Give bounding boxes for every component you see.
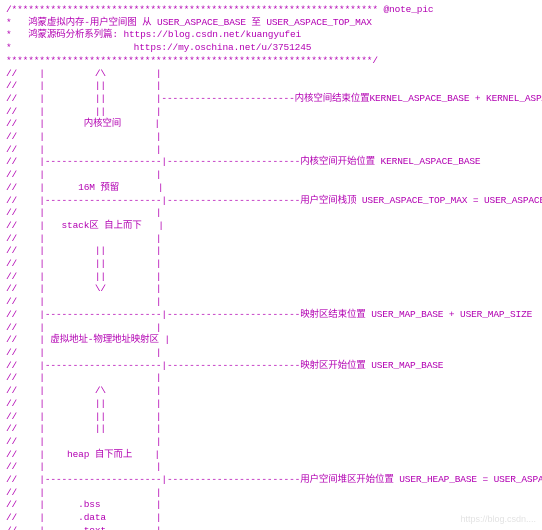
diagram-row: // | /\ | (6, 385, 161, 396)
diagram-row: // | 内核空间 | (6, 118, 160, 129)
diagram-row: // | || | (6, 271, 161, 282)
diagram-row: // | || | (6, 423, 161, 434)
diagram-row: // | || | (6, 245, 161, 256)
diagram-row: // | | (6, 131, 161, 142)
diagram-row: // | | (6, 461, 161, 472)
diagram-row: // | .text | (6, 525, 161, 530)
diagram-row: // | \/ | (6, 283, 161, 294)
diagram-row: // | | (6, 487, 161, 498)
diagram-row: // | | (6, 372, 161, 383)
diagram-row: // | || | (6, 80, 161, 91)
hdr-line: * 鸿蒙虚拟内存-用户空间图 从 USER_ASPACE_BASE 至 USER… (6, 17, 372, 28)
diagram-row: // | | (6, 169, 161, 180)
diagram-row: // |---------------------|--------------… (6, 309, 532, 320)
diagram-row: // | .data | (6, 512, 161, 523)
source-view: /***************************************… (0, 0, 542, 530)
diagram-row: // | | (6, 296, 161, 307)
diagram-row: // |---------------------|--------------… (6, 195, 542, 206)
hdr-line: /***************************************… (6, 4, 433, 15)
hdr-line: * https://my.oschina.net/u/3751245 (6, 42, 311, 53)
diagram-row: // | | (6, 207, 161, 218)
diagram-row: // | stack区 自上而下 | (6, 220, 164, 231)
diagram-row: // | | (6, 436, 161, 447)
diagram-row: // | || | (6, 411, 161, 422)
diagram-row: // | || | (6, 398, 161, 409)
diagram-row: // | .bss | (6, 499, 161, 510)
diagram-row: // |---------------------|--------------… (6, 156, 480, 167)
diagram-row: // | || | (6, 106, 161, 117)
diagram-row: // | || | (6, 258, 161, 269)
diagram-row: // | | (6, 233, 161, 244)
diagram-row: // | 虚拟地址-物理地址映射区 | (6, 334, 170, 345)
diagram-row: // | 16M 预留 | (6, 182, 163, 193)
watermark: https://blog.csdn.... (460, 514, 536, 524)
diagram-row: // |---------------------|--------------… (6, 360, 443, 371)
diagram-row: // | heap 自下而上 | (6, 449, 160, 460)
diagram-row: // | | (6, 144, 161, 155)
hdr-line: ****************************************… (6, 55, 378, 66)
diagram-row: // | | (6, 322, 161, 333)
hdr-line: * 鸿蒙源码分析系列篇: https://blog.csdn.net/kuang… (6, 29, 301, 40)
diagram-row: // | /\ | (6, 68, 161, 79)
diagram-row: // | | (6, 347, 161, 358)
diagram-row: // |---------------------|--------------… (6, 474, 542, 485)
diagram-row: // | || |------------------------内核空间结束位… (6, 93, 542, 104)
